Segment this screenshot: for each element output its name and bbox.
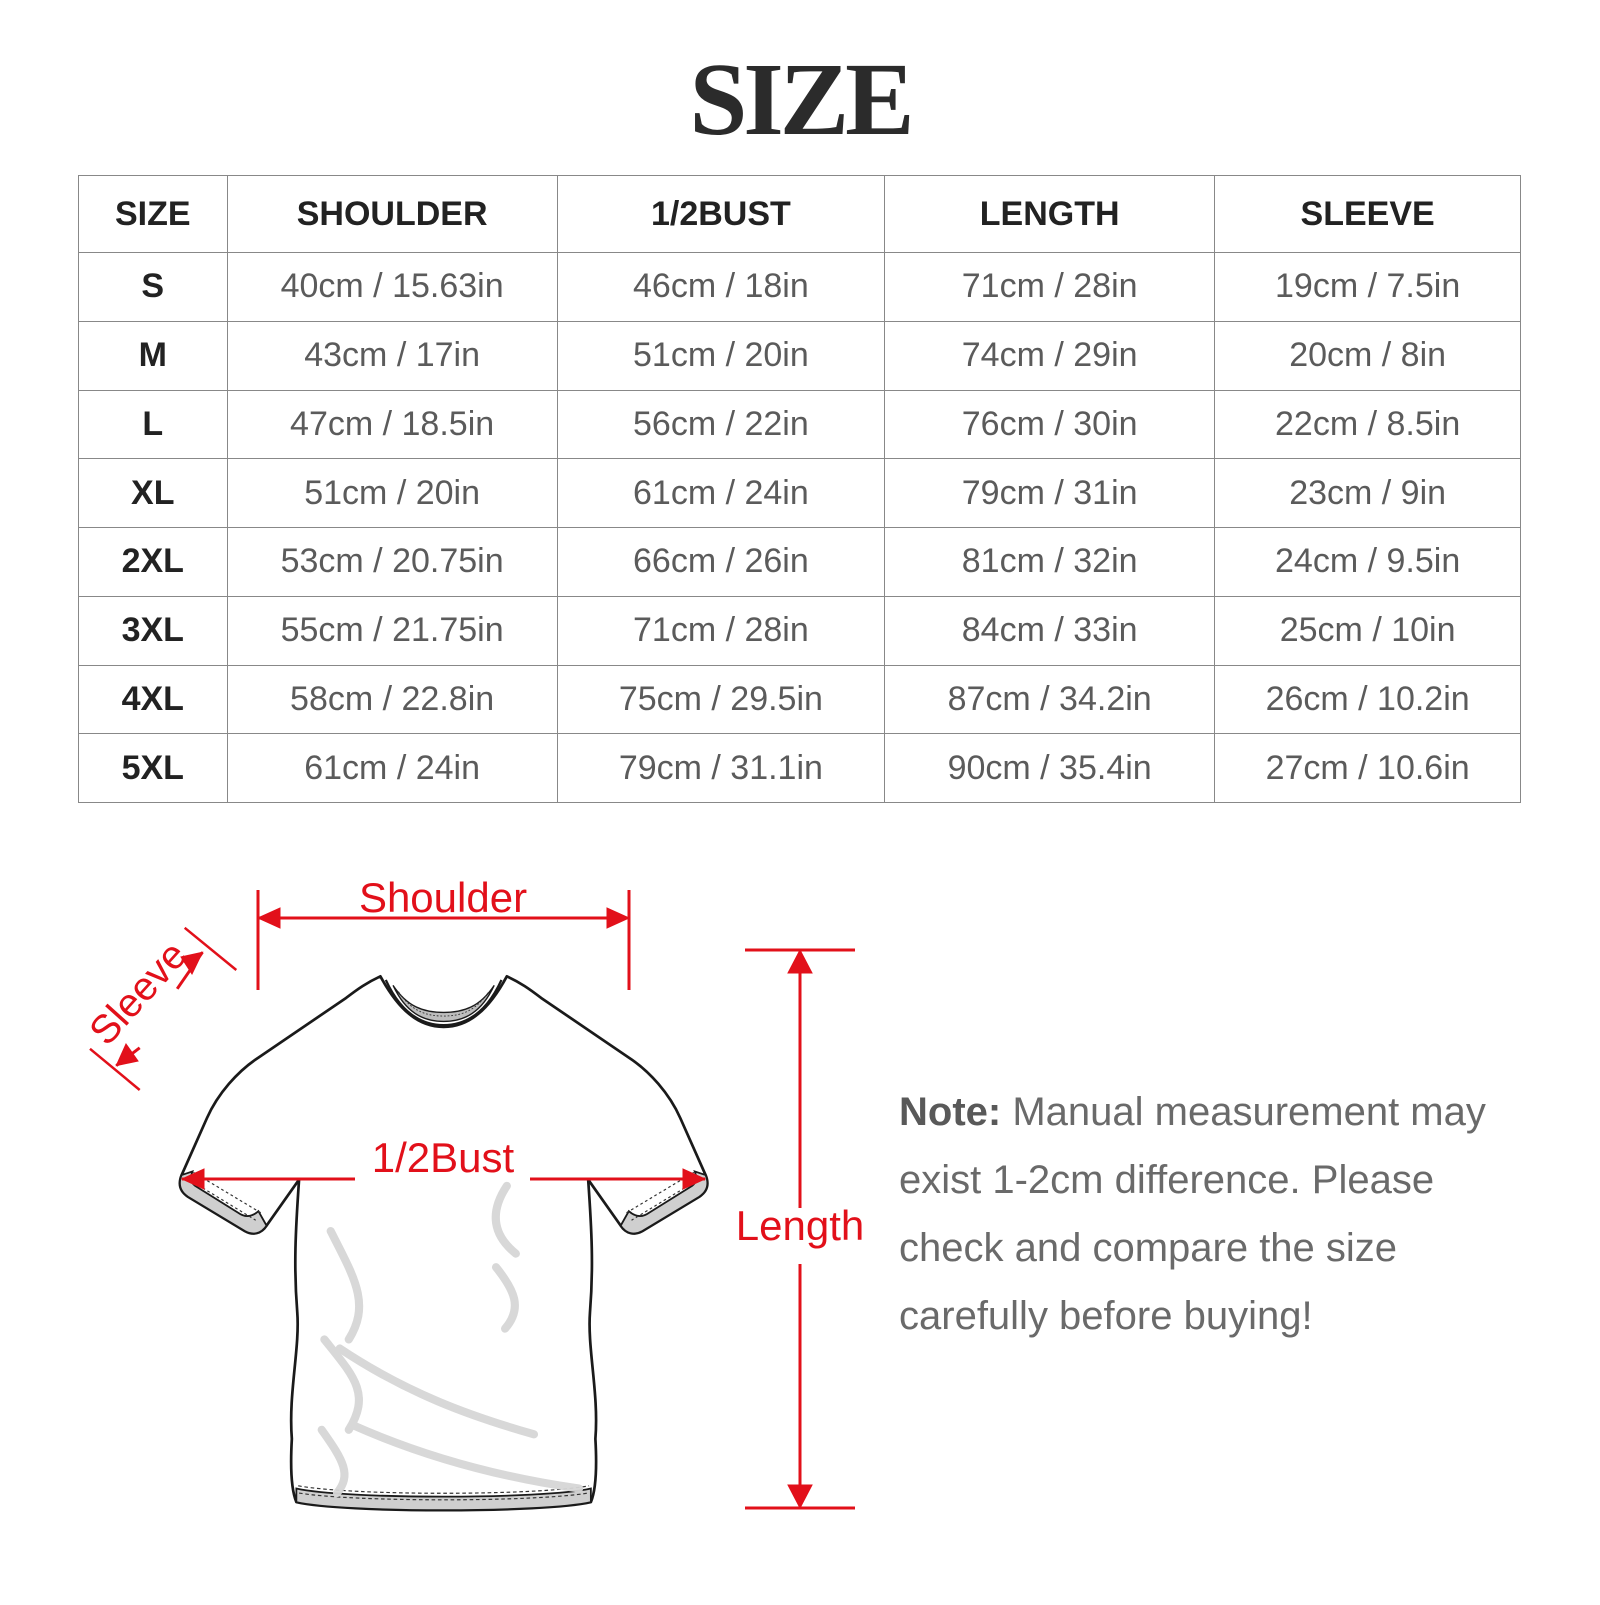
svg-text:Shoulder: Shoulder — [359, 874, 527, 921]
svg-text:Length: Length — [736, 1202, 864, 1249]
svg-text:1/2Bust: 1/2Bust — [372, 1134, 515, 1181]
svg-text:Sleeve: Sleeve — [81, 933, 196, 1053]
